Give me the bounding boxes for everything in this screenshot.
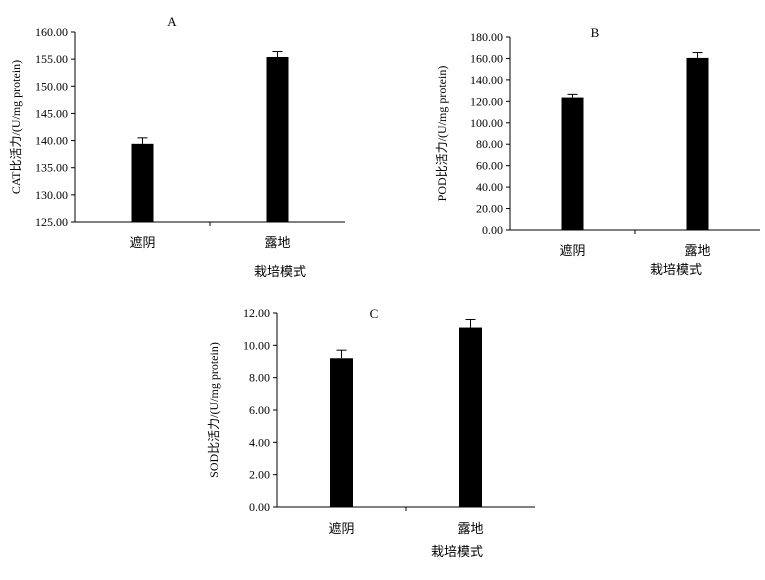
panel-b: 0.00 20.00 40.00 60.00 80.00 100.00 120.00 140.… xyxy=(435,25,760,277)
bar-2 xyxy=(266,56,289,222)
panel-a: 125.00 130.00 135.00 140.00 145.00 150.00 155.… xyxy=(9,14,345,279)
y-tick-label: 150.00 xyxy=(35,79,68,93)
y-tick-label: 180.00 xyxy=(470,30,503,44)
y-tick-label: 12.00 xyxy=(243,306,270,320)
panel-label: C xyxy=(370,306,379,321)
x-category-label: 遮阴 xyxy=(328,521,354,536)
panel-label: B xyxy=(591,25,600,40)
y-tick-label: 135.00 xyxy=(35,161,68,175)
y-tick-label: 40.00 xyxy=(476,180,503,194)
panel-c: 0.00 2.00 4.00 6.00 8.00 10.00 12.00 遮阴 露地 C 栽培模式 S… xyxy=(207,306,535,559)
bar-1 xyxy=(561,97,584,230)
y-tick-label: 4.00 xyxy=(249,435,270,449)
y-tick-label: 20.00 xyxy=(476,202,503,216)
x-category-label: 露地 xyxy=(264,235,290,250)
y-tick-label: 60.00 xyxy=(476,159,503,173)
y-tick-label: 0.00 xyxy=(249,500,270,514)
y-tick-label: 8.00 xyxy=(249,371,270,385)
y-tick-label: 120.00 xyxy=(470,94,503,108)
y-tick-label: 80.00 xyxy=(476,137,503,151)
x-category-label: 遮阴 xyxy=(559,243,585,258)
y-axis-title: POD比活力/(U/mg protein) xyxy=(435,66,449,202)
y-tick-label: 125.00 xyxy=(35,215,68,229)
x-axis-title: 栽培模式 xyxy=(431,544,483,559)
y-axis-title: CAT比活力/(U/mg protein) xyxy=(9,60,23,194)
y-tick-label: 130.00 xyxy=(35,188,68,202)
x-category-label: 遮阴 xyxy=(129,235,155,250)
y-tick-label: 2.00 xyxy=(249,468,270,482)
x-category-label: 露地 xyxy=(457,521,483,536)
y-tick-label: 160.00 xyxy=(35,25,68,39)
bar-1 xyxy=(330,358,353,507)
y-tick-label: 140.00 xyxy=(35,134,68,148)
y-tick-label: 160.00 xyxy=(470,51,503,65)
panel-label: A xyxy=(167,14,177,29)
y-tick-label: 10.00 xyxy=(243,338,270,352)
bar-2 xyxy=(686,57,709,231)
y-tick-label: 145.00 xyxy=(35,106,68,120)
x-category-label: 露地 xyxy=(684,243,710,258)
y-tick-label: 6.00 xyxy=(249,403,270,417)
y-tick-label: 140.00 xyxy=(470,73,503,87)
y-tick-label: 0.00 xyxy=(482,223,503,237)
bar-2 xyxy=(459,327,482,507)
x-axis-title: 栽培模式 xyxy=(254,264,306,279)
y-tick-label: 100.00 xyxy=(470,116,503,130)
y-axis-title: SOD比活力/(U/mg protein) xyxy=(207,342,221,478)
bar-1 xyxy=(131,143,154,222)
y-tick-label: 155.00 xyxy=(35,52,68,66)
x-axis-title: 栽培模式 xyxy=(650,262,702,277)
